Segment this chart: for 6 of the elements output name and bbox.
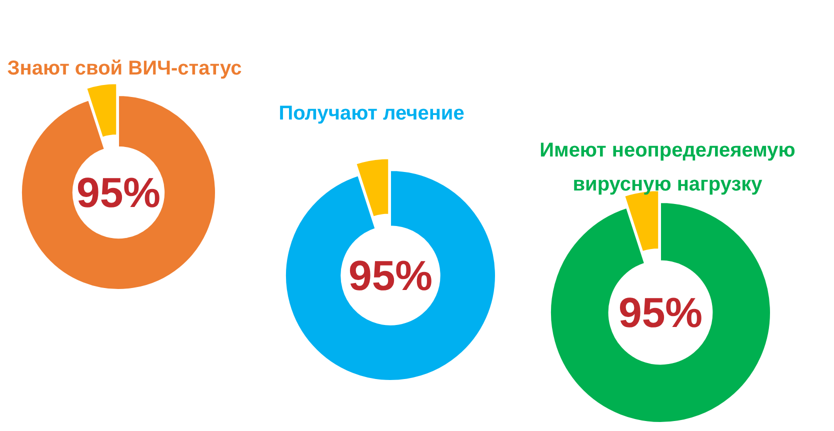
chart-title: Имеют неопределеяемую вирусную нагрузку [540, 140, 796, 196]
chart-title: Получают лечение [278, 102, 464, 124]
data-label: 95% [76, 169, 161, 216]
chart-title: Знают свой ВИЧ-статус [7, 58, 242, 80]
data-label: 95% [348, 252, 433, 299]
data-label: 95% [618, 289, 703, 336]
